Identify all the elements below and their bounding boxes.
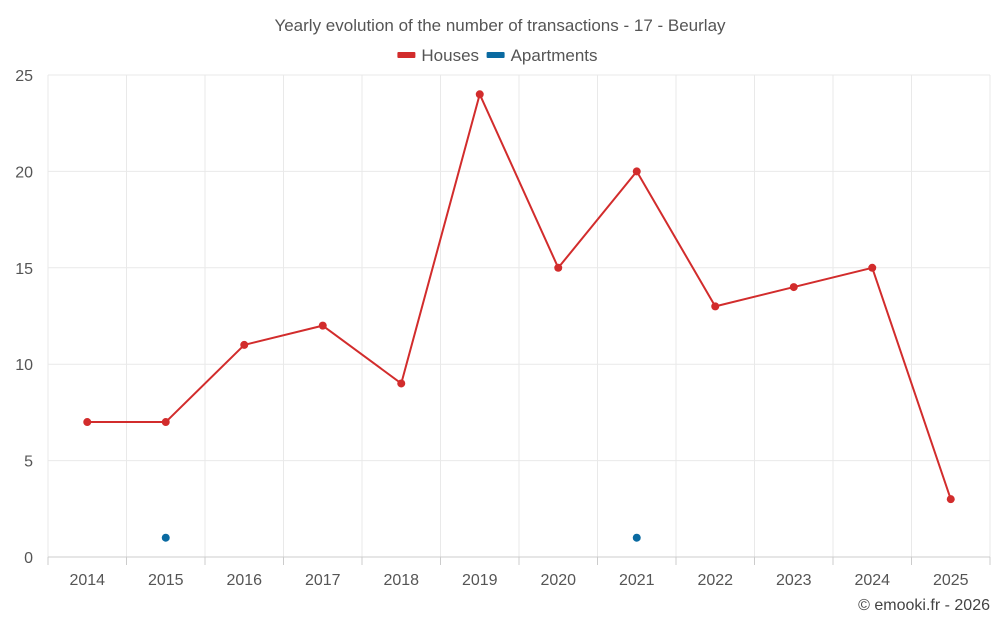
x-tick-label: 2014 — [69, 572, 105, 589]
data-point-apartments — [632, 533, 641, 542]
x-tick-label: 2025 — [933, 572, 969, 589]
x-tick-label: 2021 — [619, 572, 655, 589]
legend-label-houses: Houses — [421, 46, 479, 65]
gridlines — [47, 74, 991, 557]
x-tick-label: 2024 — [854, 572, 890, 589]
data-point-houses — [711, 302, 720, 311]
chart-title: Yearly evolution of the number of transa… — [274, 16, 726, 35]
data-point-houses — [240, 340, 249, 349]
series-line-houses — [87, 93, 952, 500]
data-point-houses — [554, 263, 563, 272]
x-tick-label: 2023 — [776, 572, 812, 589]
x-tick-label: 2018 — [383, 572, 419, 589]
x-tick-label: 2017 — [305, 572, 341, 589]
y-tick-label: 10 — [15, 357, 33, 374]
x-tick-label: 2022 — [697, 572, 733, 589]
data-point-houses — [397, 379, 406, 388]
legend: Houses Apartments — [397, 46, 598, 65]
data-point-houses — [632, 167, 641, 176]
x-tick-label: 2015 — [148, 572, 184, 589]
y-axis-ticks: 0 5 10 15 20 25 — [15, 68, 33, 567]
x-tick-label: 2016 — [226, 572, 262, 589]
y-tick-label: 15 — [15, 261, 33, 278]
legend-swatch-houses — [397, 52, 416, 58]
data-point-houses — [475, 90, 484, 99]
x-axis-ticks: 2014 2015 2016 2017 2018 2019 2020 2021 2022 2023… — [69, 572, 968, 589]
axes — [47, 556, 991, 565]
credit-text: © emooki.fr - 2026 — [858, 597, 990, 614]
data-point-apartments — [161, 533, 170, 542]
x-tick-label: 2019 — [462, 572, 498, 589]
y-tick-label: 25 — [15, 68, 33, 85]
data-point-houses — [318, 321, 327, 330]
data-point-houses — [946, 495, 955, 504]
series-layer — [83, 90, 955, 542]
y-tick-label: 0 — [24, 550, 33, 567]
legend-label-apartments: Apartments — [511, 46, 598, 65]
data-point-houses — [868, 263, 877, 272]
data-point-houses — [789, 283, 798, 292]
x-tick-label: 2020 — [540, 572, 576, 589]
legend-swatch-apartments — [486, 52, 505, 58]
y-tick-label: 5 — [24, 454, 33, 471]
data-point-houses — [161, 418, 170, 427]
data-point-houses — [83, 418, 92, 427]
y-tick-label: 20 — [15, 164, 33, 181]
